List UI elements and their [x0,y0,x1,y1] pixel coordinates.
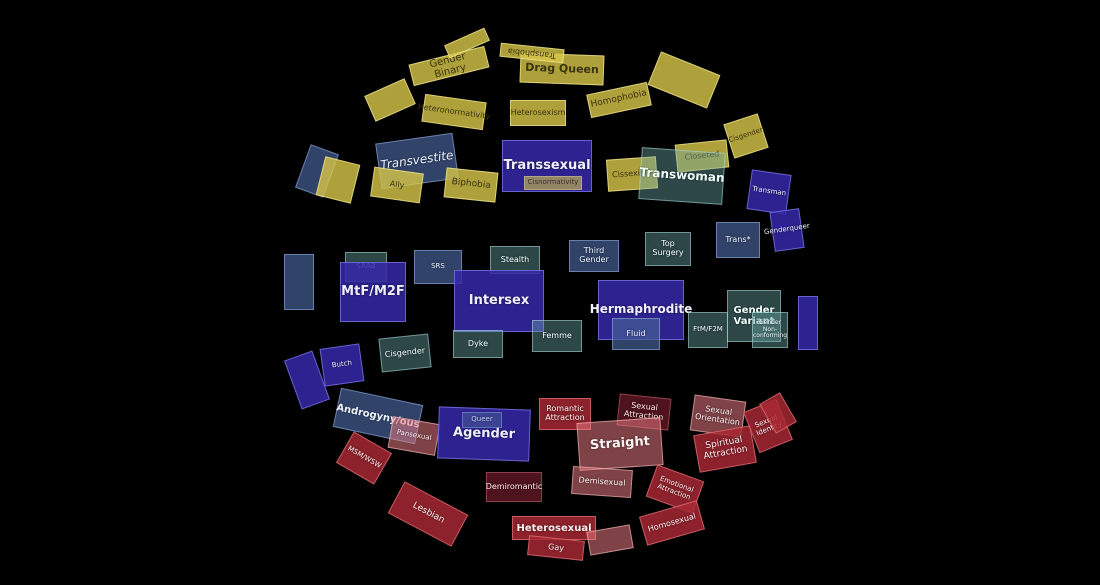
tile-pansexual[interactable]: Pansexual [387,416,441,456]
tile-biphobia[interactable]: Biphobia [443,167,499,203]
tile-transman[interactable]: Transman [746,169,792,215]
tile-queer[interactable]: Queer [462,412,502,428]
tile-femme[interactable]: Femme [532,320,582,352]
tile-cisgender-top[interactable]: Cisgender [723,113,769,159]
tile-ally[interactable]: Ally [370,166,424,204]
edge-fragment [364,78,416,122]
tile-transwoman[interactable]: Transwoman [638,147,726,205]
tile-gender-variant[interactable]: Gender Variant [727,290,781,342]
edge-fragment [284,254,314,310]
tile-lesbian[interactable]: Lesbian [387,481,469,547]
tile-heterosexism[interactable]: Heterosexism [510,100,566,126]
tile-homosexual[interactable]: Homosexual [639,500,705,546]
tile-demisexual[interactable]: Demisexual [571,465,633,499]
tile-butch[interactable]: Butch [319,343,365,387]
tile-cisnormativity[interactable]: Cisnormativity [524,176,582,190]
edge-fragment [315,156,361,204]
tile-spiritual-attraction[interactable]: Spiritual Attraction [693,425,757,473]
tile-mtf-m2f[interactable]: MtF/M2F [340,262,406,322]
tile-msm-wsw[interactable]: MSM/WSW [335,431,393,485]
edge-fragment [647,51,721,109]
tile-trans-star[interactable]: Trans* [716,222,760,258]
tile-ftm-f2m[interactable]: FtM/F2M [688,312,728,348]
tile-fluid[interactable]: Fluid [612,318,660,350]
tile-dyke[interactable]: Dyke [453,330,503,358]
edge-fragment [798,296,818,350]
tile-heteronormativity[interactable]: Heteronormativity [417,93,491,131]
tile-top-surgery[interactable]: Top Surgery [645,232,691,266]
tile-intersex[interactable]: Intersex [454,270,544,332]
tile-heterosexual[interactable]: Heterosexual [512,516,596,540]
tile-cisgender-mid[interactable]: Cisgender [378,333,432,373]
tile-demiromantic[interactable]: Demiromantic [486,472,542,502]
tile-gender-non-conforming[interactable]: Gender Non-conforming [752,312,788,348]
tile-third-gender[interactable]: Third Gender [569,240,619,272]
tile-genderqueer[interactable]: Genderqueer [764,208,810,252]
tile-homophobia[interactable]: Homophobia [586,81,652,119]
tile-romantic-attraction[interactable]: Romantic Attraction [539,398,591,430]
tile-straight[interactable]: Straight [576,417,664,471]
